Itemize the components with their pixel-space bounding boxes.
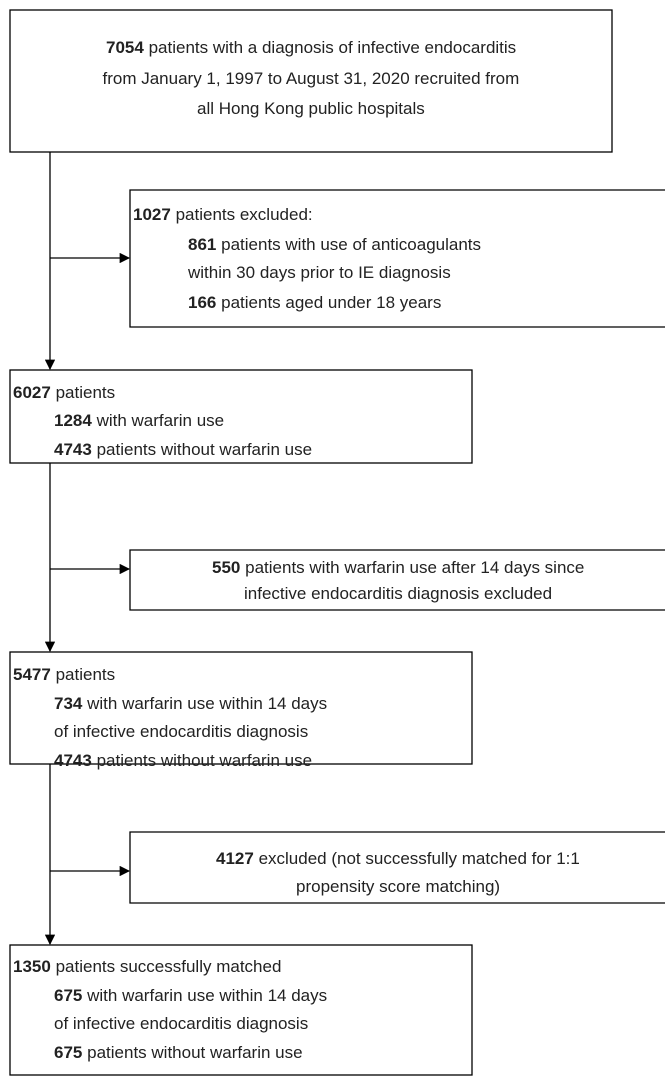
count: 5477 (13, 665, 51, 684)
text-line: 1350 patients successfully matched (13, 957, 281, 977)
label: patients successfully matched (55, 957, 282, 976)
text-line: 4743 patients without warfarin use (54, 440, 312, 460)
box (9, 369, 473, 464)
label: patients excluded: (175, 205, 313, 224)
box (9, 651, 473, 765)
text-line: 1284 with warfarin use (54, 411, 224, 431)
text-line: 1027 patients excluded: (133, 205, 313, 225)
text-line: 6027 patients (13, 383, 115, 403)
text-line: 4743 patients without warfarin use (54, 751, 312, 771)
label: all Hong Kong public hospitals (197, 99, 425, 118)
count: 675 (54, 986, 83, 1005)
label: patients without warfarin use (87, 1043, 303, 1062)
label: with warfarin use (96, 411, 225, 430)
text-line: of infective endocarditis diagnosis (54, 1014, 308, 1034)
label: excluded (not successfully matched for 1… (258, 849, 580, 868)
count: 7054 (106, 38, 144, 57)
label: patients (55, 665, 116, 684)
label: infective endocarditis diagnosis exclude… (244, 584, 553, 603)
count: 6027 (13, 383, 51, 402)
label: of infective endocarditis diagnosis (54, 1014, 309, 1033)
text-line: all Hong Kong public hospitals (197, 99, 425, 119)
label: patients with warfarin use after 14 days… (245, 558, 585, 577)
label: of infective endocarditis diagnosis (54, 722, 309, 741)
text-line: 7054 patients with a diagnosis of infecti… (106, 38, 516, 58)
text-line: 861 patients with use of anticoagulants (188, 235, 481, 255)
label: within 30 days prior to IE diagnosis (188, 263, 451, 282)
text-line: 4127 excluded (not successfully matched f… (216, 849, 580, 869)
label: patients without warfarin use (96, 440, 313, 459)
box (129, 549, 665, 611)
text-line: 5477 patients (13, 665, 115, 685)
count: 1350 (13, 957, 51, 976)
text-line: of infective endocarditis diagnosis (54, 722, 308, 742)
text-line: 550 patients with warfarin use after 14 d… (212, 558, 584, 578)
text-line: propensity score matching) (296, 877, 500, 897)
label: patients with use of anticoagulants (221, 235, 482, 254)
text-line: within 30 days prior to IE diagnosis (188, 263, 451, 283)
box (9, 944, 473, 1076)
count: 166 (188, 293, 217, 312)
count: 861 (188, 235, 217, 254)
label: patients (55, 383, 116, 402)
label: patients without warfarin use (96, 751, 313, 770)
count: 1284 (54, 411, 92, 430)
count: 550 (212, 558, 241, 577)
text-line: from January 1, 1997 to August 31, 2020 … (103, 69, 520, 89)
label: propensity score matching) (296, 877, 501, 896)
count: 4127 (216, 849, 254, 868)
text-line: 166 patients aged under 18 years (188, 293, 441, 313)
box (9, 9, 613, 153)
text-line: 675 with warfarin use within 14 days (54, 986, 327, 1006)
count: 1027 (133, 205, 171, 224)
label: with warfarin use within 14 days (87, 694, 328, 713)
label: from January 1, 1997 to August 31, 2020 … (102, 69, 520, 88)
text-line: 675 patients without warfarin use (54, 1043, 303, 1063)
count: 675 (54, 1043, 83, 1062)
count: 4743 (54, 440, 92, 459)
label: patients aged under 18 years (221, 293, 442, 312)
text-line: infective endocarditis diagnosis exclude… (244, 584, 552, 604)
label: with warfarin use within 14 days (87, 986, 328, 1005)
label: patients with a diagnosis of infective e… (148, 38, 517, 57)
count: 4743 (54, 751, 92, 770)
text-line: 734 with warfarin use within 14 days (54, 694, 327, 714)
count: 734 (54, 694, 83, 713)
